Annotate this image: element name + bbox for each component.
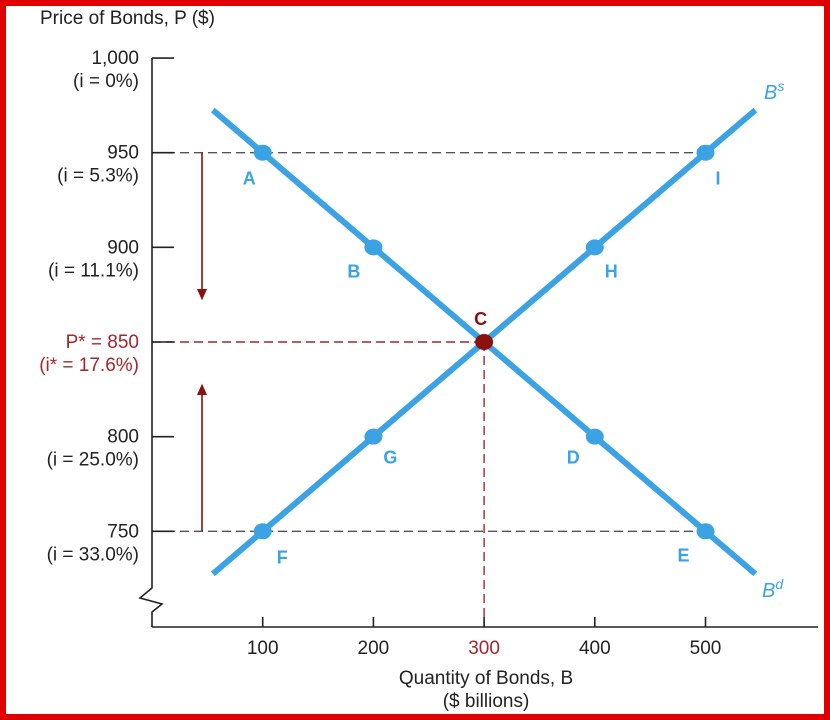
- price-up-arrow-head: [197, 383, 207, 396]
- y-tick-sublabel: (i* = 17.6%): [39, 355, 139, 376]
- y-tick-sublabel: (i = 11.1%): [48, 260, 139, 281]
- point-label-i: I: [716, 169, 721, 189]
- y-tick-label: 950: [107, 143, 139, 164]
- x-tick-label: 400: [579, 638, 611, 659]
- y-axis-title: Price of Bonds, P ($): [40, 8, 215, 29]
- labels: Bs Bd F G C H I A B D E: [243, 78, 785, 602]
- point-e: [696, 523, 715, 540]
- y-tick-sublabel: (i = 25.0%): [47, 450, 139, 471]
- x-axis-subtitle: ($ billions): [443, 691, 530, 712]
- y-tick-label: 750: [107, 521, 139, 542]
- y-tick-sublabel: (i = 5.3%): [57, 166, 139, 187]
- y-tick-label: 800: [107, 427, 139, 448]
- supply-curve-label: Bs: [764, 78, 784, 104]
- point-h: [585, 239, 604, 256]
- point-c: [475, 334, 494, 350]
- point-label-f: F: [277, 547, 288, 567]
- y-tick-label: 900: [107, 237, 139, 258]
- point-g: [364, 428, 383, 445]
- x-axis-title: Quantity of Bonds, B: [399, 668, 573, 689]
- point-label-g: G: [383, 448, 397, 468]
- point-label-e: E: [678, 545, 690, 565]
- x-tick-label: 100: [247, 638, 279, 659]
- point-f: [253, 523, 272, 540]
- y-tick-label: P* = 850: [66, 332, 139, 353]
- point-b: [364, 239, 383, 256]
- point-label-a: A: [243, 169, 256, 189]
- x-tick-label: 500: [690, 638, 722, 659]
- points: [253, 144, 715, 540]
- x-tick-label: 200: [358, 638, 390, 659]
- point-a: [253, 144, 272, 161]
- point-d: [585, 428, 604, 445]
- y-axis-line: [138, 58, 164, 627]
- x-tick-label: 300: [468, 638, 500, 659]
- demand-curve-label: Bd: [762, 576, 784, 602]
- point-label-c: C: [474, 309, 487, 329]
- point-label-b: B: [347, 261, 360, 281]
- point-label-d: D: [567, 448, 580, 468]
- axes: 1,000(i = 0%) 950(i = 5.3%) 900(i = 11.1%)…: [39, 48, 818, 659]
- y-tick-label: 1,000: [91, 48, 139, 69]
- y-tick-sublabel: (i = 33.0%): [47, 544, 139, 565]
- point-i: [696, 144, 715, 161]
- price-down-arrow-head: [197, 288, 207, 301]
- y-tick-sublabel: (i = 0%): [73, 71, 139, 92]
- guide-lines: [152, 151, 706, 627]
- point-label-h: H: [605, 261, 618, 281]
